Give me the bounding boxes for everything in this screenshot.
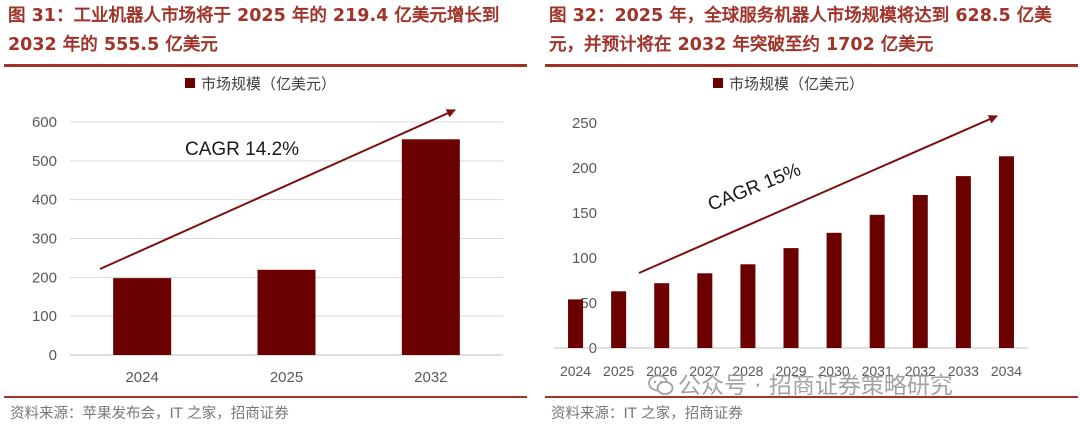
bar-2032 <box>912 195 928 348</box>
x-tick-label: 2027 <box>689 363 720 379</box>
bar-2025 <box>257 269 316 355</box>
left-source-note: 资料来源：苹果发布会，IT 之家，招商证券 <box>10 406 289 422</box>
x-tick-label: 2033 <box>948 363 979 379</box>
y-tick-label: 500 <box>32 153 57 170</box>
x-tick-label: 2032 <box>414 369 447 386</box>
x-tick-label: 2025 <box>603 363 634 379</box>
wechat-icon <box>648 374 674 395</box>
bar-2033 <box>955 176 971 348</box>
watermark: 公众号 · 招商证券策略研究 <box>648 366 953 400</box>
bar-2026 <box>654 283 670 348</box>
x-tick-label: 2030 <box>819 363 850 379</box>
y-tick-label: 0 <box>49 347 57 364</box>
y-tick-label: 100 <box>32 308 57 325</box>
left-figure-panel: 图 31：工业机器人市场将于 2025 年的 219.4 亿美元增长到 2032… <box>0 0 531 427</box>
bar-2032 <box>401 139 460 355</box>
x-tick-label: 2034 <box>991 363 1022 379</box>
trend-arrow <box>638 115 998 274</box>
left-top-rule <box>4 64 527 67</box>
right-top-rule <box>545 64 1078 67</box>
right-bottom-rule <box>545 396 1078 398</box>
y-tick-label: 400 <box>32 192 57 209</box>
bar-2024 <box>568 299 584 348</box>
trend-arrow <box>99 109 456 270</box>
y-tick-label: 200 <box>572 160 597 177</box>
x-tick-label: 2028 <box>732 363 763 379</box>
left-figure-title: 图 31：工业机器人市场将于 2025 年的 219.4 亿美元增长到 2032… <box>8 6 500 55</box>
legend-label: 市场规模（亿美元） <box>729 75 864 93</box>
bar-2034 <box>998 156 1014 348</box>
bar-2029 <box>783 248 799 348</box>
y-tick-label: 100 <box>572 250 597 267</box>
right-figure-panel: 图 32：2025 年，全球服务机器人市场规模将达到 628.5 亿美元，并预计… <box>541 0 1078 427</box>
legend-swatch <box>713 78 723 88</box>
bar-2024 <box>113 278 172 355</box>
y-tick-label: 600 <box>32 114 57 131</box>
watermark-text: 公众号 · 招商证券策略研究 <box>678 373 953 399</box>
left-bar-chart: 市场规模（亿美元） 0 100 200 300 400 500 600 2024 2025 2032… <box>32 75 503 386</box>
cagr-annotation: CAGR 14.2% <box>185 139 299 160</box>
y-tick-label: 250 <box>572 115 597 132</box>
x-tick-label: 2025 <box>270 369 303 386</box>
bar-2027 <box>697 273 713 348</box>
bar-2031 <box>869 214 885 348</box>
x-tick-label: 2031 <box>862 363 893 379</box>
left-bottom-rule <box>4 396 527 398</box>
x-tick-label: 2029 <box>775 363 806 379</box>
y-tick-label: 50 <box>580 295 597 312</box>
x-tick-label: 2024 <box>560 363 591 379</box>
x-tick-label: 2024 <box>125 369 158 386</box>
legend-label: 市场规模（亿美元） <box>201 75 336 93</box>
right-figure-title: 图 32：2025 年，全球服务机器人市场规模将达到 628.5 亿美元，并预计… <box>549 6 1052 55</box>
bar-2030 <box>826 232 842 348</box>
bar-2025 <box>611 291 627 348</box>
y-tick-label: 300 <box>32 231 57 248</box>
right-source-note: 资料来源：IT 之家，招商证券 <box>551 406 743 422</box>
y-tick-label: 200 <box>32 269 57 286</box>
bar-2028 <box>740 264 756 348</box>
y-tick-label: 150 <box>572 205 597 222</box>
x-tick-label: 2032 <box>905 363 936 379</box>
x-tick-label: 2026 <box>646 363 677 379</box>
legend-swatch <box>185 78 195 88</box>
